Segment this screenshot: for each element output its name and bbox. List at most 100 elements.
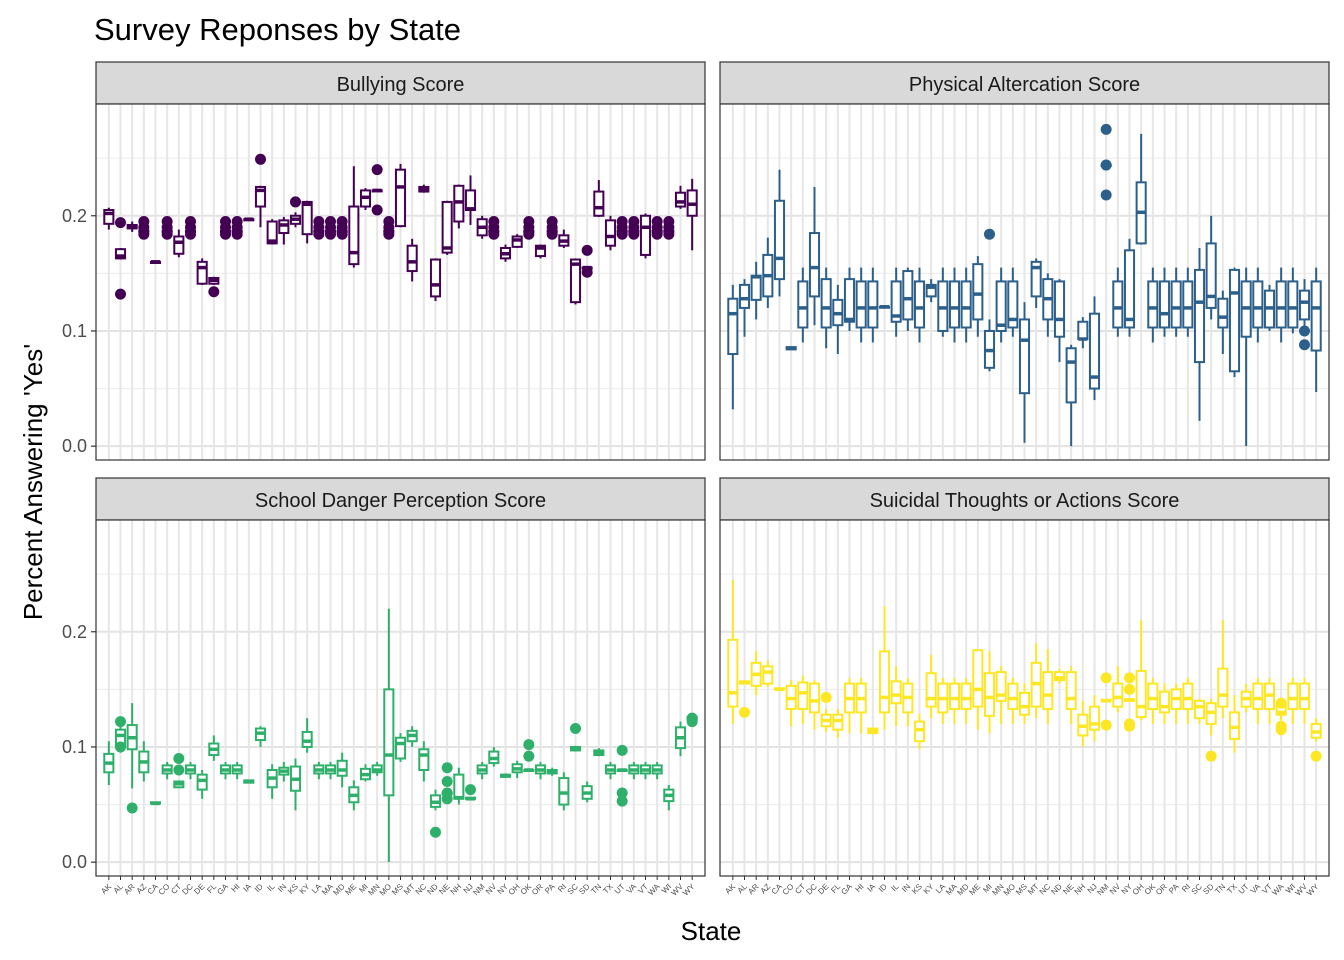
box-va [1252,267,1264,343]
box-id [254,726,267,747]
box-dc [808,186,821,326]
box-md [960,267,972,343]
box-az [762,660,774,688]
box-iqr [1088,312,1101,390]
box-vt [639,213,652,259]
facet-strip-label: Physical Altercation Score [909,74,1140,96]
box-iqr [1065,671,1077,710]
box-md [336,752,348,788]
box-mt [1030,643,1042,719]
box-wa [1275,697,1287,736]
box-iqr [1182,280,1194,329]
outlier-point [1100,159,1112,171]
outlier-point [441,762,453,774]
box-me [348,780,360,811]
y-tick-label: 0.0 [62,436,87,456]
box-sc [1193,248,1206,421]
box-ok [1147,677,1159,724]
outlier-point [208,286,220,298]
box-or [1158,267,1171,337]
outlier-point [430,826,441,838]
box-iqr [867,280,879,329]
outlier-point [383,216,395,228]
box-sd [581,244,593,278]
box-iqr [441,200,453,254]
box-iqr [1158,280,1171,329]
outlier-point [1275,724,1287,736]
box-iqr [1287,280,1299,329]
box-iqr [103,208,115,225]
outlier-point [1100,123,1112,135]
box-wi [1287,267,1299,334]
box-ut [616,744,628,807]
box-iqr [1123,249,1136,329]
box-fl [832,284,844,355]
box-iqr [925,283,937,298]
box-iqr [727,638,739,708]
box-ms [1018,302,1031,443]
box-ks [289,758,302,811]
box-hi [231,761,243,780]
x-tick-label: PA [1167,882,1181,896]
box-ct [173,229,185,258]
box-iqr [820,278,832,329]
box-la [313,761,325,780]
outlier-point [231,216,243,228]
box-wi [1287,677,1299,724]
box-id [878,305,891,309]
box-wv [674,721,687,757]
box-ut [1240,267,1252,447]
panel-0: Bullying Score 0.0 0.1 0.2 [62,61,706,461]
box-ri [558,229,570,249]
box-ks [289,196,302,228]
box-co [785,346,797,351]
panel-border [719,103,1330,461]
box-iqr [593,190,605,217]
box-tx [604,761,617,780]
y-tick-label: 0.1 [62,321,87,341]
outlier-point [465,784,476,796]
box-iqr [1170,280,1182,329]
box-in [902,677,914,727]
box-ia [867,727,879,735]
box-wi [663,784,675,811]
box-nj [1088,695,1101,742]
box-nj [464,784,477,801]
facet-strip [719,61,1330,105]
box-or [1158,683,1171,724]
box-iqr [1287,682,1299,710]
facet-strip [95,61,706,105]
box-nj [1088,296,1101,401]
outlier-point [581,266,593,278]
box-mo [1007,267,1019,337]
box-nv [1112,666,1124,713]
box-mi [359,764,372,782]
box-ky [301,718,313,753]
box-ri [558,772,570,811]
box-wa [1275,267,1287,343]
outlier-point [336,216,348,228]
box-il [890,267,902,337]
box-iqr [1088,705,1101,731]
x-tick-label: GA [839,882,854,897]
box-iqr [114,248,127,260]
box-hi [231,216,243,240]
box-iqr [254,185,267,208]
chart-title: Survey Reponses by State [94,12,461,47]
box-in [902,267,914,331]
box-tx [604,215,617,251]
outlier-point [1100,189,1112,201]
box-mt [1030,258,1042,308]
facet-strip-label: Bullying Score [337,74,465,96]
box-ar [126,221,138,232]
box-pa [1170,267,1182,337]
box-iqr [808,682,821,714]
box-nm [1100,123,1112,201]
box-iqr [173,235,185,255]
x-tick-label: GA [215,882,230,897]
box-oh [1135,133,1147,245]
outlier-point [1124,672,1135,684]
outlier-point [1100,719,1112,731]
box-ny [1123,672,1136,732]
y-axis-label: Percent Answering 'Yes' [18,344,48,620]
